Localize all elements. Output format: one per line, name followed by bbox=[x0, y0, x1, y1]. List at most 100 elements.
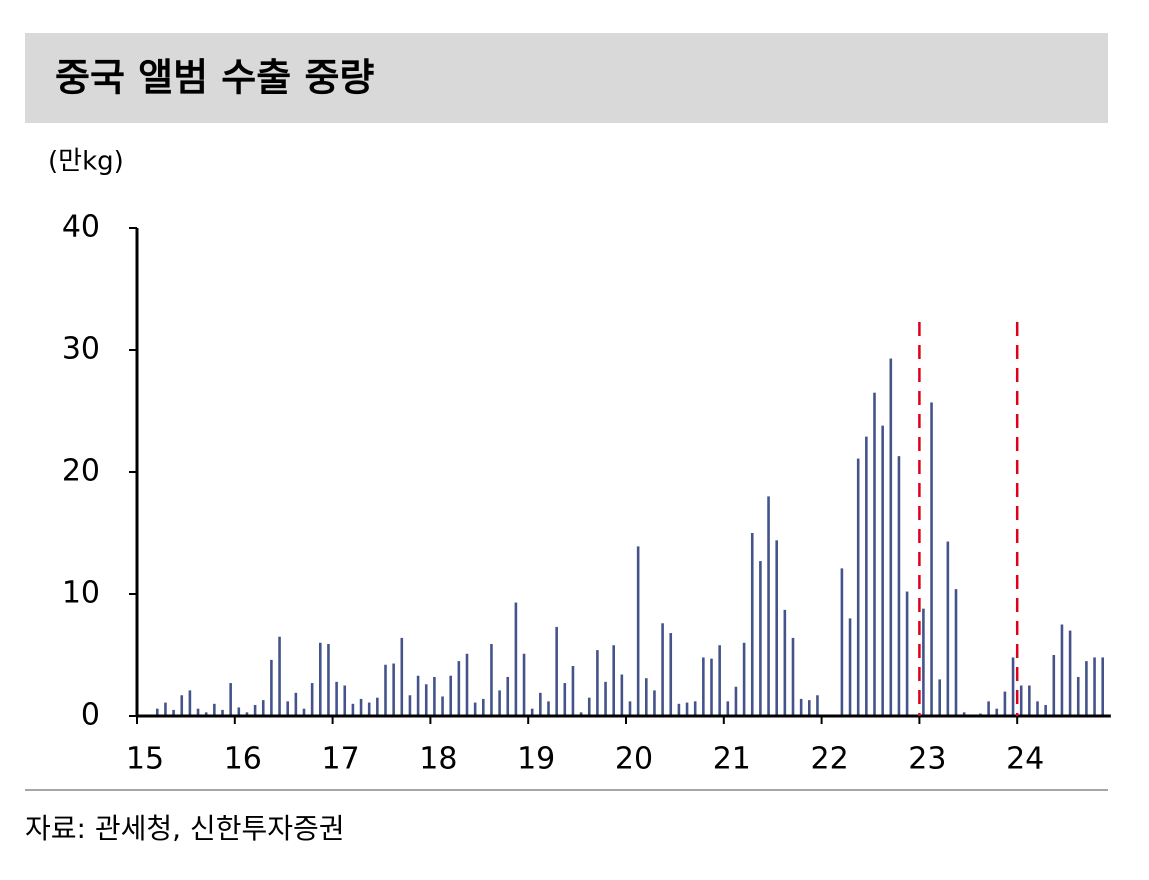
bar bbox=[604, 681, 607, 716]
bar bbox=[775, 540, 778, 716]
bar bbox=[905, 591, 909, 716]
chart-title: 중국 앨범 수출 중량 bbox=[55, 56, 374, 100]
bar bbox=[889, 358, 893, 716]
bar bbox=[294, 692, 298, 716]
y-tick-label: 20 bbox=[62, 454, 100, 489]
bar bbox=[539, 692, 542, 716]
x-tick-label: 19 bbox=[517, 742, 555, 777]
bar bbox=[612, 645, 615, 716]
bar bbox=[881, 425, 884, 716]
bar bbox=[498, 690, 501, 716]
bar bbox=[490, 644, 493, 716]
bar bbox=[547, 701, 550, 716]
bar bbox=[799, 698, 803, 716]
bar bbox=[172, 709, 175, 716]
bar bbox=[221, 709, 224, 716]
bar bbox=[424, 684, 428, 716]
bar bbox=[848, 618, 852, 716]
bar bbox=[922, 608, 925, 716]
bar bbox=[661, 623, 664, 716]
bar bbox=[384, 664, 387, 716]
bar bbox=[669, 633, 673, 716]
bar bbox=[767, 496, 770, 716]
bar bbox=[270, 659, 273, 716]
bar bbox=[416, 675, 420, 716]
bar bbox=[237, 707, 241, 716]
bar bbox=[954, 589, 958, 716]
bar bbox=[710, 658, 713, 716]
bar bbox=[1052, 655, 1056, 716]
bar bbox=[571, 665, 575, 716]
bar bbox=[1093, 657, 1096, 716]
bar bbox=[359, 698, 363, 716]
bar bbox=[587, 697, 591, 716]
bar bbox=[457, 661, 461, 716]
bar bbox=[816, 695, 819, 716]
bar bbox=[351, 703, 355, 716]
bar bbox=[449, 675, 452, 716]
bar bbox=[1076, 676, 1080, 716]
bar bbox=[530, 708, 534, 716]
bar bbox=[335, 681, 338, 716]
bar bbox=[514, 602, 518, 716]
x-tick-label: 18 bbox=[419, 742, 457, 777]
bar bbox=[278, 636, 281, 716]
bar bbox=[856, 458, 860, 716]
y-axis-unit: (만kg) bbox=[48, 147, 124, 177]
bar bbox=[1019, 685, 1023, 716]
bar bbox=[376, 697, 379, 716]
title-band bbox=[25, 33, 1108, 123]
y-tick-label: 30 bbox=[62, 332, 100, 367]
x-tick-label: 23 bbox=[908, 742, 946, 777]
bar bbox=[1085, 661, 1088, 716]
bar bbox=[938, 679, 941, 716]
bar bbox=[873, 392, 876, 716]
bar bbox=[840, 568, 844, 716]
bar bbox=[302, 708, 306, 716]
x-tick-label: 24 bbox=[1006, 742, 1044, 777]
bar bbox=[563, 683, 567, 716]
bar bbox=[188, 690, 192, 716]
y-tick-label: 10 bbox=[62, 576, 100, 611]
bar bbox=[1101, 657, 1104, 716]
bar bbox=[327, 644, 330, 716]
bar bbox=[506, 676, 510, 716]
y-tick-label: 0 bbox=[81, 698, 100, 733]
bar bbox=[367, 702, 371, 716]
bar bbox=[164, 702, 167, 716]
bar bbox=[742, 642, 746, 716]
bar bbox=[702, 657, 705, 716]
bar bbox=[628, 701, 632, 716]
bar bbox=[555, 626, 558, 716]
bar bbox=[1011, 657, 1015, 716]
bar bbox=[685, 702, 689, 716]
x-tick-label: 16 bbox=[224, 742, 262, 777]
bar bbox=[645, 678, 648, 716]
bar bbox=[253, 705, 257, 716]
bar bbox=[180, 695, 184, 716]
bar bbox=[473, 702, 477, 716]
x-tick-label: 22 bbox=[811, 742, 849, 777]
bar bbox=[196, 708, 200, 716]
bar bbox=[897, 456, 901, 716]
bar bbox=[1003, 691, 1007, 716]
bar bbox=[783, 609, 787, 716]
bar bbox=[726, 701, 730, 716]
bar bbox=[156, 708, 159, 716]
bar bbox=[319, 642, 322, 716]
bar bbox=[482, 698, 485, 716]
bar bbox=[1044, 705, 1047, 716]
source: 자료: 관세청, 신한투자증권 bbox=[25, 812, 345, 845]
bar bbox=[865, 436, 868, 716]
bar bbox=[596, 650, 599, 716]
bar bbox=[759, 561, 762, 716]
bar bbox=[808, 700, 811, 716]
bar bbox=[1068, 630, 1072, 716]
bar bbox=[620, 674, 624, 716]
bar bbox=[636, 546, 640, 716]
bar bbox=[734, 686, 738, 716]
bar bbox=[408, 695, 412, 716]
bar bbox=[441, 696, 444, 716]
